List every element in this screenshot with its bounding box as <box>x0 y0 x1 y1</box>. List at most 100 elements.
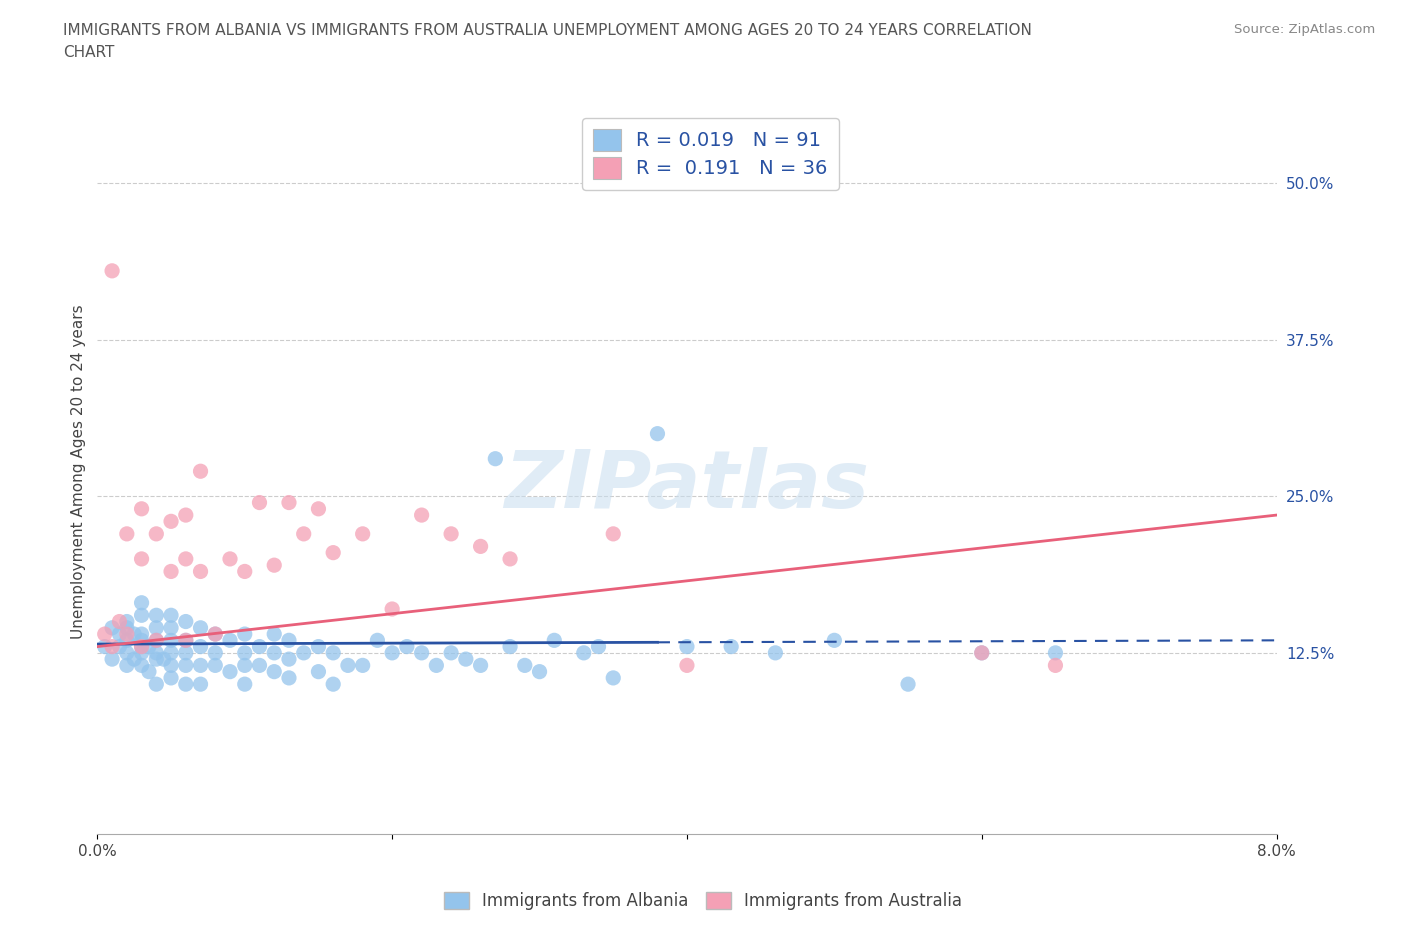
Point <box>160 608 183 623</box>
Point <box>115 645 138 660</box>
Point <box>676 658 699 672</box>
Point <box>278 652 301 667</box>
Point <box>499 551 522 566</box>
Point <box>204 627 226 642</box>
Point <box>160 620 183 635</box>
Point <box>160 671 183 685</box>
Point <box>233 564 256 578</box>
Point <box>454 652 477 667</box>
Point <box>249 495 271 510</box>
Point <box>131 501 153 516</box>
Point <box>366 633 388 648</box>
Point <box>897 677 920 692</box>
Point <box>115 633 138 648</box>
Point <box>122 627 145 642</box>
Point <box>763 645 786 660</box>
Point <box>131 595 153 610</box>
Y-axis label: Unemployment Among Ages 20 to 24 years: Unemployment Among Ages 20 to 24 years <box>72 304 86 639</box>
Point <box>499 639 522 654</box>
Point <box>233 677 256 692</box>
Point <box>138 664 160 679</box>
Point <box>190 639 212 654</box>
Point <box>108 627 131 642</box>
Point <box>190 620 212 635</box>
Point <box>174 658 197 672</box>
Point <box>145 652 167 667</box>
Point <box>381 602 404 617</box>
Legend: R = 0.019   N = 91, R =  0.191   N = 36: R = 0.019 N = 91, R = 0.191 N = 36 <box>582 118 839 191</box>
Point <box>190 677 212 692</box>
Point <box>145 633 167 648</box>
Point <box>101 652 124 667</box>
Point <box>115 658 138 672</box>
Legend: Immigrants from Albania, Immigrants from Australia: Immigrants from Albania, Immigrants from… <box>437 885 969 917</box>
Point <box>322 677 344 692</box>
Point <box>131 639 153 654</box>
Point <box>131 551 153 566</box>
Point <box>145 645 167 660</box>
Point <box>145 526 167 541</box>
Point <box>174 633 197 648</box>
Point <box>204 627 226 642</box>
Point <box>93 639 115 654</box>
Point <box>160 633 183 648</box>
Point <box>440 645 463 660</box>
Point <box>204 658 226 672</box>
Point <box>115 526 138 541</box>
Point <box>145 677 167 692</box>
Point <box>322 645 344 660</box>
Point <box>204 645 226 660</box>
Point <box>101 263 124 278</box>
Text: CHART: CHART <box>63 45 115 60</box>
Point <box>174 677 197 692</box>
Text: Source: ZipAtlas.com: Source: ZipAtlas.com <box>1234 23 1375 36</box>
Point <box>720 639 742 654</box>
Point <box>307 664 329 679</box>
Point <box>160 645 183 660</box>
Point <box>122 652 145 667</box>
Point <box>93 627 115 642</box>
Point <box>152 652 174 667</box>
Point <box>381 645 404 660</box>
Point <box>352 526 374 541</box>
Point <box>174 508 197 523</box>
Text: ZIPatlas: ZIPatlas <box>505 446 869 525</box>
Point <box>970 645 993 660</box>
Point <box>602 526 624 541</box>
Point <box>676 639 699 654</box>
Point <box>219 664 242 679</box>
Point <box>411 645 433 660</box>
Point <box>278 671 301 685</box>
Point <box>395 639 418 654</box>
Point <box>190 658 212 672</box>
Point <box>263 664 285 679</box>
Point <box>233 627 256 642</box>
Point <box>278 495 301 510</box>
Point <box>233 645 256 660</box>
Point <box>174 614 197 629</box>
Point <box>115 627 138 642</box>
Point <box>572 645 595 660</box>
Point <box>425 658 447 672</box>
Point <box>1045 658 1067 672</box>
Point <box>470 539 492 554</box>
Point <box>278 633 301 648</box>
Point <box>484 451 506 466</box>
Point <box>307 501 329 516</box>
Point <box>131 645 153 660</box>
Point <box>322 545 344 560</box>
Point <box>108 614 131 629</box>
Point <box>138 639 160 654</box>
Point <box>292 645 315 660</box>
Point <box>145 620 167 635</box>
Point <box>823 633 845 648</box>
Point <box>263 645 285 660</box>
Point <box>602 671 624 685</box>
Point <box>145 633 167 648</box>
Point <box>174 551 197 566</box>
Point <box>219 551 242 566</box>
Point <box>115 620 138 635</box>
Point <box>263 558 285 573</box>
Point <box>160 514 183 529</box>
Point <box>588 639 610 654</box>
